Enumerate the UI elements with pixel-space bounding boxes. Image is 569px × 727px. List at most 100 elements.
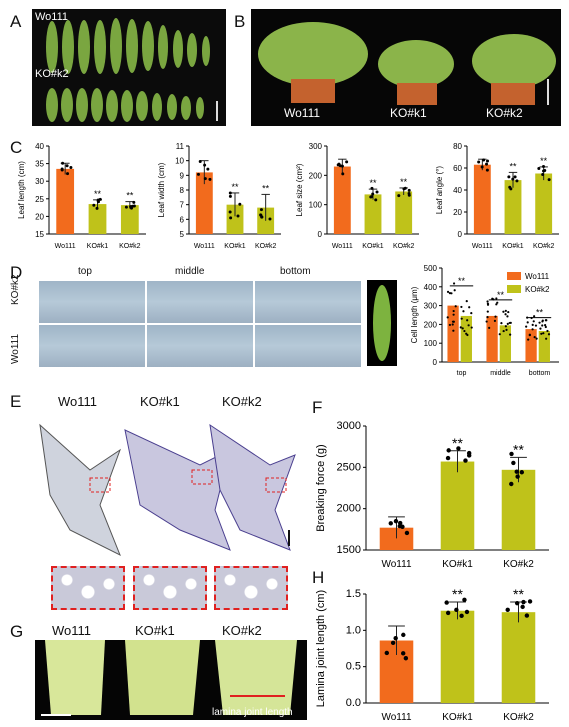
data-point: [204, 177, 207, 180]
chart-leaf-angle: 020406080Leaf angle (°)Wo111 KO#k1**KO#k2…: [433, 140, 563, 252]
data-point: [511, 461, 515, 465]
data-point: [447, 291, 449, 293]
data-point: [454, 289, 456, 291]
data-point: [515, 179, 518, 182]
data-point: [400, 525, 404, 529]
data-point: [462, 327, 464, 329]
y-tick-label: 30: [35, 177, 44, 186]
section-label-kok1: KO#k1: [140, 394, 180, 409]
data-point: [394, 519, 398, 523]
x-tick-label: KO#k2: [255, 243, 277, 250]
data-point: [525, 613, 529, 617]
y-tick-label: 2000: [337, 503, 361, 515]
data-point: [534, 336, 536, 338]
y-tick-label: 1.0: [346, 624, 361, 636]
data-point: [391, 641, 395, 645]
y-tick-label: 60: [453, 164, 462, 173]
data-point: [408, 192, 411, 195]
sig-mark: **: [94, 189, 102, 199]
col-label-middle: middle: [175, 266, 204, 277]
col-label-bottom: bottom: [280, 266, 311, 277]
micro-kok2-middle: [146, 280, 254, 324]
micro-wo111-middle: [146, 324, 254, 368]
data-point: [507, 323, 509, 325]
y-tick-label: 0.0: [346, 697, 361, 709]
y-tick-label: 0: [458, 230, 463, 239]
data-point: [531, 328, 533, 330]
data-point: [229, 195, 232, 198]
bar: [461, 316, 472, 362]
bar: [535, 174, 552, 235]
x-tick-label: KO#k1: [362, 243, 384, 250]
data-point: [505, 329, 507, 331]
bar: [56, 169, 74, 234]
data-point: [494, 316, 496, 318]
x-tick-label: KO#k1: [87, 243, 109, 250]
data-point: [486, 320, 488, 322]
data-point: [408, 189, 411, 192]
stem-label-kok1: KO#k1: [135, 623, 175, 638]
data-point: [538, 322, 540, 324]
plant-label-wo111: Wo111: [284, 106, 320, 120]
data-point: [485, 163, 488, 166]
micro-kok2-bottom: [254, 280, 362, 324]
data-point: [69, 166, 72, 169]
sig-mark: **: [536, 308, 544, 318]
bar: [395, 191, 412, 234]
y-tick-label: 10: [175, 157, 184, 166]
legend-swatch: [507, 272, 521, 280]
data-point: [537, 167, 540, 170]
data-point: [389, 521, 393, 525]
y-axis-label: Leaf width (cm): [157, 162, 166, 217]
data-point: [541, 320, 543, 322]
data-point: [545, 338, 547, 340]
y-tick-label: 300: [424, 302, 438, 311]
data-point: [527, 338, 529, 340]
chart-lamina-joint: 0.00.51.01.5Lamina joint length (cm)Wo11…: [308, 580, 553, 725]
chart-breaking-force: 1500200025003000Breaking force (g)Wo111 K…: [308, 412, 553, 572]
data-point: [446, 611, 450, 615]
data-point: [527, 321, 529, 323]
data-point: [260, 208, 263, 211]
y-tick-label: 400: [424, 283, 438, 292]
bar: [539, 331, 550, 362]
data-point: [208, 178, 211, 181]
data-point: [460, 306, 462, 308]
row-label-kok2: KO#k2: [10, 274, 21, 305]
data-point: [506, 608, 510, 612]
bar: [500, 325, 511, 362]
panel-label-g: G: [10, 622, 23, 642]
data-point: [61, 168, 64, 171]
data-point: [520, 605, 524, 609]
data-point: [471, 326, 473, 328]
x-tick-label: middle: [490, 370, 511, 377]
data-point: [402, 187, 405, 190]
y-tick-label: 200: [309, 171, 323, 180]
sig-mark: **: [452, 586, 463, 602]
leaf-section-photo: [367, 280, 397, 366]
data-point: [508, 186, 511, 189]
lamina-joint-annotation: lamina joint length: [212, 707, 293, 718]
label-wo111-a: Wo111: [35, 11, 68, 23]
data-point: [548, 178, 551, 181]
data-point: [374, 198, 377, 201]
data-point: [494, 320, 496, 322]
data-point: [505, 310, 507, 312]
section-label-wo111: Wo111: [58, 394, 97, 409]
data-point: [496, 302, 498, 304]
data-point: [460, 326, 462, 328]
y-axis-label: Cell length (μm): [410, 286, 419, 343]
legend-swatch: [507, 285, 521, 293]
data-point: [459, 614, 463, 618]
data-point: [132, 201, 135, 204]
data-point: [376, 190, 379, 193]
data-point: [529, 334, 531, 336]
data-point: [371, 192, 374, 195]
data-point: [229, 216, 232, 219]
data-point: [528, 599, 532, 603]
zoom-wo111: [51, 566, 125, 610]
data-point: [199, 160, 202, 163]
data-point: [453, 282, 455, 284]
y-tick-label: 80: [453, 142, 462, 151]
x-tick-label: Wo111: [381, 712, 411, 723]
